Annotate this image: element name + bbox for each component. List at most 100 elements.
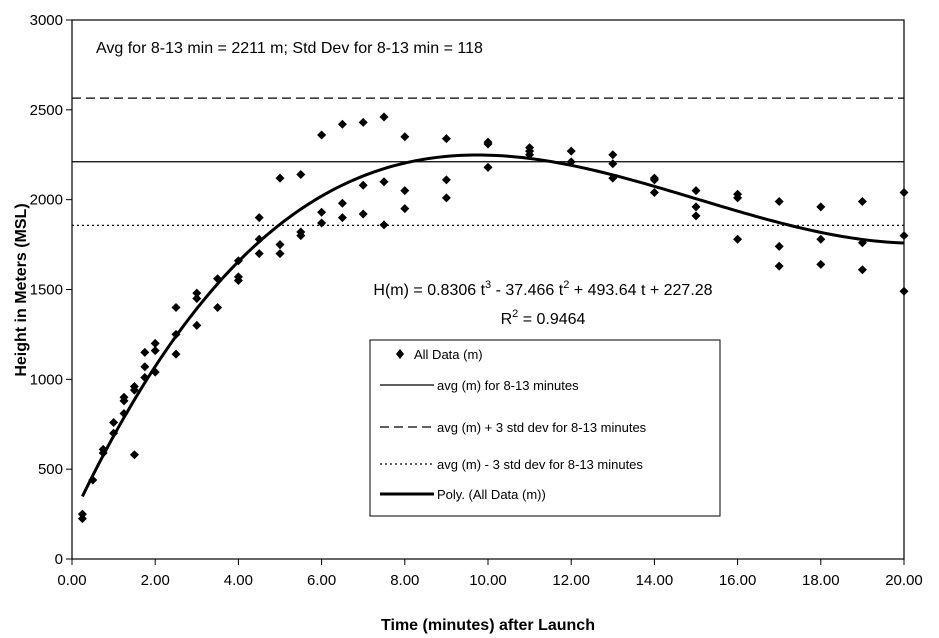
data-point — [358, 209, 368, 219]
data-point — [483, 162, 493, 172]
x-tick-label: 6.00 — [307, 572, 336, 589]
data-point — [774, 196, 784, 206]
data-point — [566, 157, 576, 167]
equation-superscript: 3 — [485, 279, 491, 291]
data-point — [296, 227, 306, 237]
data-point — [213, 302, 223, 312]
y-tick-label: 1500 — [30, 282, 63, 299]
equation-part: + 493.64 t + 227.28 — [569, 282, 712, 299]
data-point — [608, 159, 618, 169]
legend-label: All Data (m) — [414, 347, 483, 362]
data-point — [649, 187, 659, 197]
equation-superscript: 2 — [563, 279, 569, 291]
data-point — [192, 320, 202, 330]
data-point — [649, 173, 659, 183]
data-point — [337, 213, 347, 223]
data-point — [254, 249, 264, 259]
data-point — [150, 346, 160, 356]
data-point — [171, 329, 181, 339]
data-point — [857, 238, 867, 248]
data-point — [899, 286, 909, 296]
data-point — [379, 177, 389, 187]
data-point — [192, 288, 202, 298]
data-point — [816, 234, 826, 244]
data-point — [317, 218, 327, 228]
data-point — [358, 117, 368, 127]
legend-marker-all-data — [396, 349, 404, 359]
r2-superscript: 2 — [512, 308, 518, 320]
r2-part: R — [501, 311, 513, 328]
y-tick-label: 500 — [38, 461, 63, 478]
data-point — [140, 362, 150, 372]
x-tick-label: 0.00 — [57, 572, 86, 589]
data-point — [379, 112, 389, 122]
data-point — [525, 143, 535, 153]
data-point — [254, 234, 264, 244]
data-point — [691, 186, 701, 196]
data-point — [317, 207, 327, 217]
data-point — [774, 241, 784, 251]
data-point — [337, 119, 347, 129]
r2-part: = 0.9464 — [518, 311, 585, 328]
legend-label: avg (m) for 8-13 minutes — [437, 378, 579, 393]
data-point — [77, 509, 87, 519]
x-axis: 0.00 2.00 4.00 6.00 8.00 10.00 12.00 14.00 16.00… — [57, 559, 923, 589]
data-point — [150, 338, 160, 348]
data-point — [691, 202, 701, 212]
data-point — [337, 198, 347, 208]
data-point — [733, 189, 743, 199]
x-axis-title: Time (minutes) after Launch — [381, 617, 595, 634]
x-tick-label: 20.00 — [885, 572, 923, 589]
data-point — [441, 134, 451, 144]
data-point — [608, 150, 618, 160]
x-tick-label: 10.00 — [469, 572, 507, 589]
data-point — [400, 132, 410, 142]
data-point — [358, 180, 368, 190]
x-tick-label: 2.00 — [141, 572, 170, 589]
data-point — [899, 187, 909, 197]
data-point — [109, 428, 119, 438]
data-point — [733, 234, 743, 244]
data-point — [171, 302, 181, 312]
data-point — [441, 193, 451, 203]
equation-part: H(m) = 0.8306 t — [373, 282, 485, 299]
data-point — [296, 170, 306, 180]
stats-annotation: Avg for 8-13 min = 2211 m; Std Dev for 8… — [96, 40, 483, 57]
data-point — [400, 204, 410, 214]
y-tick-label: 2000 — [30, 192, 63, 209]
x-tick-label: 12.00 — [552, 572, 590, 589]
data-point — [254, 213, 264, 223]
y-tick-label: 3000 — [30, 12, 63, 29]
data-point — [483, 137, 493, 147]
legend-label: avg (m) + 3 std dev for 8-13 minutes — [437, 420, 647, 435]
data-point — [88, 475, 98, 485]
equation-part: - 37.466 t — [491, 282, 564, 299]
y-tick-label: 0 — [55, 551, 63, 568]
data-point — [192, 293, 202, 303]
data-point — [816, 259, 826, 269]
data-point — [140, 373, 150, 383]
legend: All Data (m) avg (m) for 8-13 minutes av… — [369, 339, 721, 517]
data-point — [691, 211, 701, 221]
data-point — [150, 367, 160, 377]
scatter-points — [77, 112, 909, 524]
y-tick-label: 1000 — [30, 371, 63, 388]
data-point — [275, 240, 285, 250]
data-point — [774, 261, 784, 271]
data-point — [213, 274, 223, 284]
reference-lines — [72, 97, 904, 227]
data-point — [608, 173, 618, 183]
y-axis: 0 500 1000 1500 2000 2500 3000 — [30, 12, 72, 568]
legend-box — [369, 339, 721, 517]
x-tick-label: 18.00 — [802, 572, 840, 589]
equation-annotation: H(m) = 0.8306 t3 - 37.466 t2 + 493.64 t … — [373, 279, 712, 299]
data-point — [233, 256, 243, 266]
data-point — [317, 130, 327, 140]
data-point — [857, 265, 867, 275]
data-point — [857, 196, 867, 206]
data-point — [119, 392, 129, 402]
data-point — [441, 175, 451, 185]
data-point — [98, 444, 108, 454]
legend-label: avg (m) - 3 std dev for 8-13 minutes — [437, 457, 643, 472]
